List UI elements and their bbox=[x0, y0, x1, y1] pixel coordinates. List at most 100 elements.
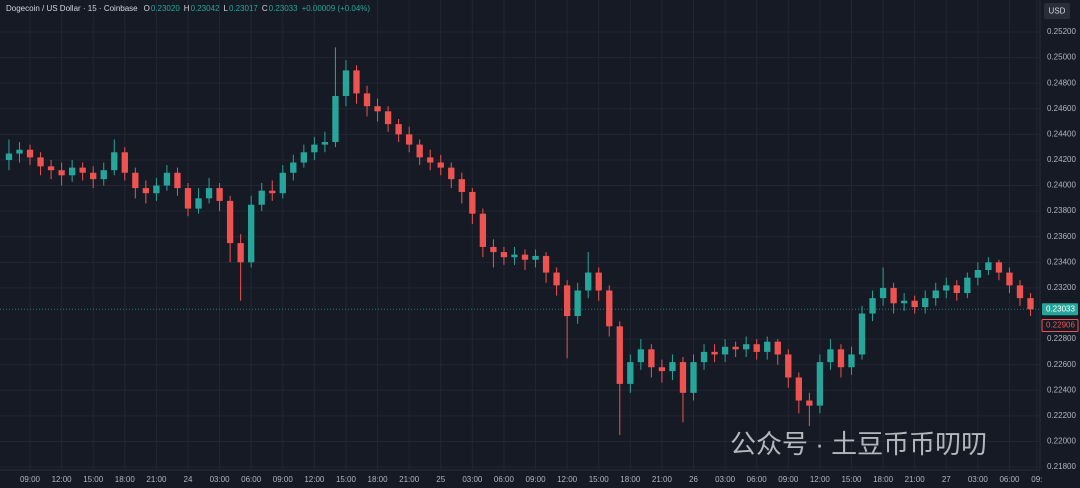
x-tick-label: 18:00 bbox=[115, 475, 136, 484]
candle-body bbox=[879, 287, 887, 299]
candle-body bbox=[806, 400, 813, 406]
ohlc-label: L bbox=[223, 4, 228, 13]
candle-body bbox=[827, 349, 834, 363]
x-tick-label: 15:00 bbox=[841, 475, 862, 484]
last-price-label: 0.23033 bbox=[1046, 304, 1075, 313]
candle-body bbox=[100, 170, 107, 180]
y-tick-label: 0.25000 bbox=[1047, 53, 1076, 62]
ohlc-value: 0.23017 bbox=[229, 4, 258, 13]
candle-body bbox=[922, 298, 929, 308]
candle-body bbox=[237, 243, 244, 263]
candle-body bbox=[416, 144, 423, 158]
y-tick-label: 0.21800 bbox=[1047, 462, 1076, 471]
x-tick-label: 21:00 bbox=[399, 475, 420, 484]
x-tick-label: 21:00 bbox=[146, 475, 167, 484]
y-tick-label: 0.23400 bbox=[1047, 257, 1076, 266]
x-tick-label: 03:00 bbox=[715, 475, 736, 484]
candle-body bbox=[142, 188, 150, 194]
x-tick-label: 09:00 bbox=[273, 475, 294, 484]
candle-body bbox=[437, 162, 444, 168]
last-price-tag bbox=[1042, 303, 1078, 316]
candle-body bbox=[121, 152, 128, 173]
candle-body bbox=[869, 298, 876, 314]
candle-body bbox=[943, 285, 950, 291]
candle-body bbox=[342, 70, 350, 96]
candle-body bbox=[595, 272, 602, 291]
candle-body bbox=[490, 246, 497, 253]
x-tick-label: 24 bbox=[184, 475, 193, 484]
candle-body bbox=[616, 326, 623, 384]
candle-body bbox=[279, 172, 286, 194]
candle-body bbox=[890, 287, 897, 304]
candle-body bbox=[816, 362, 824, 406]
x-tick-label: 18:00 bbox=[873, 475, 894, 484]
candle-body bbox=[732, 346, 739, 350]
x-tick-label: 18:00 bbox=[620, 475, 641, 484]
candle-body bbox=[395, 124, 402, 135]
candle-body bbox=[585, 272, 592, 291]
candle-body bbox=[1016, 285, 1024, 299]
candle-body bbox=[258, 190, 265, 205]
x-tick-label: 06:00 bbox=[999, 475, 1020, 484]
candle-body bbox=[511, 254, 518, 258]
x-tick-label: 15:00 bbox=[83, 475, 104, 484]
candle-body bbox=[26, 149, 34, 158]
x-tick-label: 15:00 bbox=[589, 475, 610, 484]
candle-body bbox=[248, 204, 255, 263]
candle-body bbox=[16, 149, 23, 154]
x-tick-label: 09:00 bbox=[20, 475, 41, 484]
candle-body bbox=[374, 106, 381, 112]
ohlc-value: 0.23033 bbox=[269, 4, 298, 13]
candle-body bbox=[226, 200, 234, 244]
y-tick-label: 0.24200 bbox=[1047, 155, 1076, 164]
candle-body bbox=[184, 188, 192, 209]
candle-body bbox=[311, 144, 318, 153]
candle-body bbox=[700, 351, 708, 363]
candle-body bbox=[964, 277, 971, 294]
price-axis bbox=[1040, 0, 1080, 488]
candle-body bbox=[785, 354, 792, 378]
x-tick-label: 06:00 bbox=[241, 475, 262, 484]
x-tick-label: 12:00 bbox=[52, 475, 73, 484]
x-tick-label: 03:00 bbox=[462, 475, 483, 484]
candle-body bbox=[405, 134, 413, 145]
candle-body bbox=[911, 300, 918, 308]
candle-body bbox=[479, 213, 487, 247]
candle-body bbox=[563, 285, 571, 317]
candle-body bbox=[384, 111, 392, 125]
x-tick-label: 12:00 bbox=[557, 475, 578, 484]
candle-body bbox=[79, 167, 86, 173]
x-tick-label: 03:00 bbox=[210, 475, 231, 484]
candles bbox=[5, 47, 1034, 436]
x-tick-label: 25 bbox=[436, 475, 445, 484]
x-tick-label: 09:00 bbox=[526, 475, 547, 484]
candle-body bbox=[764, 341, 771, 352]
price-label: 0.22906 bbox=[1046, 321, 1075, 330]
symbol-title: Dogecoin / US Dollar · 15 · Coinbase bbox=[6, 4, 138, 13]
y-tick-label: 0.24000 bbox=[1047, 181, 1076, 190]
candle-body bbox=[953, 285, 960, 294]
x-tick-label: 06:00 bbox=[494, 475, 515, 484]
candle-body bbox=[795, 377, 802, 401]
candle-body bbox=[353, 70, 360, 94]
candle-body bbox=[532, 255, 539, 260]
candle-body bbox=[458, 179, 465, 192]
candle-body bbox=[753, 344, 760, 352]
x-tick-label: 12:00 bbox=[810, 475, 831, 484]
currency-button[interactable] bbox=[1044, 3, 1070, 19]
y-tick-label: 0.22600 bbox=[1047, 360, 1076, 369]
candle-body bbox=[627, 362, 634, 384]
candle-body bbox=[542, 255, 550, 273]
candle-body bbox=[363, 93, 371, 107]
x-tick-label: 21:00 bbox=[905, 475, 926, 484]
candle-body bbox=[195, 198, 202, 209]
candle-body bbox=[216, 188, 223, 201]
currency[interactable]: USD bbox=[1049, 7, 1066, 16]
change: +0.00009 (+0.04%) bbox=[302, 4, 371, 13]
x-tick-label: 21:00 bbox=[652, 475, 673, 484]
candle-body bbox=[1006, 272, 1013, 286]
y-tick-label: 0.23600 bbox=[1047, 232, 1076, 241]
